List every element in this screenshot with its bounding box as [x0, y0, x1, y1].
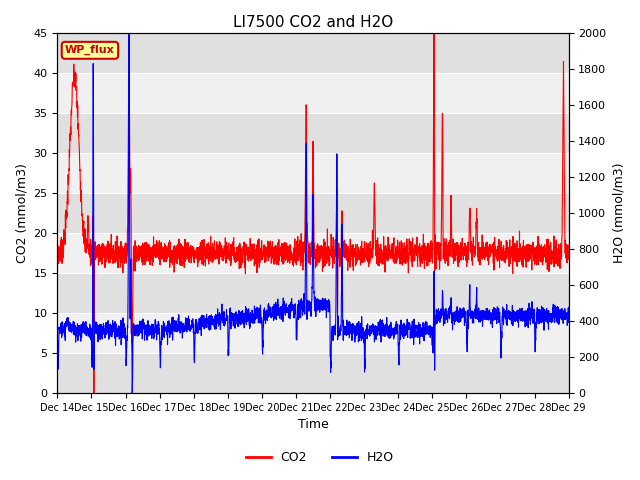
Bar — [58, 72, 568, 113]
Bar — [58, 113, 568, 153]
Title: LI7500 CO2 and H2O: LI7500 CO2 and H2O — [233, 15, 393, 30]
Y-axis label: CO2 (mmol/m3): CO2 (mmol/m3) — [15, 163, 28, 263]
Bar — [58, 153, 568, 193]
Legend: CO2, H2O: CO2, H2O — [241, 446, 399, 469]
Bar — [58, 33, 568, 72]
Bar — [58, 313, 568, 353]
Bar — [58, 193, 568, 233]
Text: WP_flux: WP_flux — [65, 45, 115, 56]
Bar — [58, 233, 568, 273]
X-axis label: Time: Time — [298, 419, 328, 432]
Bar — [58, 353, 568, 393]
Y-axis label: H2O (mmol/m3): H2O (mmol/m3) — [612, 163, 625, 263]
Bar — [58, 273, 568, 313]
